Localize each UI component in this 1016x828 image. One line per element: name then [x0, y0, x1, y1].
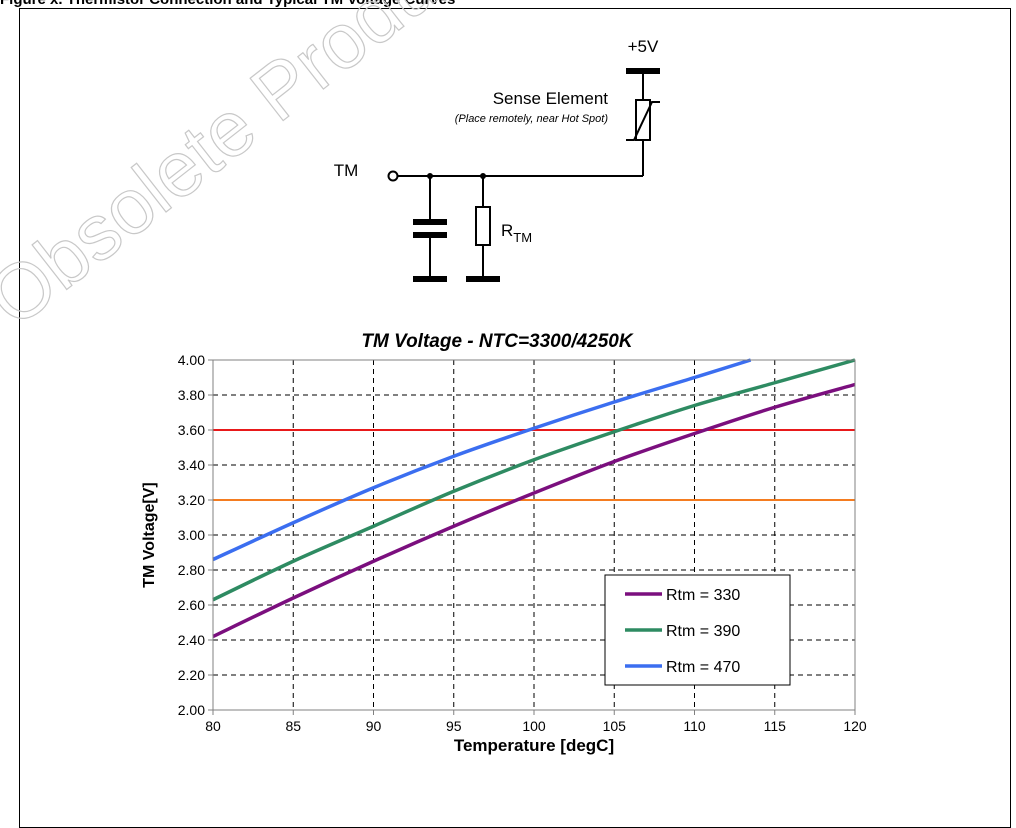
y-tick-label: 2.00	[178, 702, 205, 718]
legend-label: Rtm = 330	[666, 587, 740, 604]
series-line	[212, 382, 856, 639]
legend-label: Rtm = 390	[666, 623, 740, 640]
y-tick-label: 3.40	[178, 457, 205, 473]
x-tick-label: 85	[285, 718, 301, 734]
y-tick-label: 2.60	[178, 597, 205, 613]
x-tick-label: 95	[446, 718, 462, 734]
y-axis-label: TM Voltage[V]	[141, 482, 158, 587]
tm-pin-label: TM	[334, 161, 359, 180]
x-tick-label: 80	[205, 718, 221, 734]
y-tick-label: 2.20	[178, 667, 205, 683]
series-lines	[212, 358, 856, 639]
resistor-label: RTM	[501, 221, 532, 245]
y-tick-label: 3.20	[178, 492, 205, 508]
x-tick-label: 120	[843, 718, 867, 734]
capacitor-symbol	[413, 176, 447, 282]
chart-title: TM Voltage - NTC=3300/4250K	[361, 331, 633, 352]
y-tick-label: 2.80	[178, 562, 205, 578]
axis-ticks: 80 85 90 95 100 105 110 115 120 2.00 2.20 2.40 2.60 2…	[178, 352, 867, 734]
supply-rail	[626, 68, 660, 74]
thermistor-symbol	[626, 99, 660, 141]
x-axis-label: Temperature [degC]	[454, 736, 614, 755]
y-tick-label: 3.00	[178, 527, 205, 543]
figure-heading: Figure x. Thermistor Connection and Typi…	[0, 0, 1016, 8]
sense-element-note: (Place remotely, near Hot Spot)	[455, 113, 609, 125]
x-tick-label: 100	[522, 718, 546, 734]
y-tick-label: 2.40	[178, 632, 205, 648]
x-tick-label: 110	[683, 718, 706, 734]
y-tick-label: 4.00	[178, 352, 205, 368]
tm-pin-terminal	[387, 170, 399, 182]
x-tick-label: 105	[603, 718, 627, 734]
y-tick-label: 3.60	[178, 422, 205, 438]
x-tick-label: 115	[764, 718, 787, 734]
series-line	[212, 358, 752, 562]
x-tick-label: 90	[366, 718, 382, 734]
resistor-symbol	[466, 176, 500, 282]
sense-element-title: Sense Element	[493, 89, 609, 108]
plot-area-border	[212, 359, 856, 711]
supply-label: +5V	[628, 37, 659, 56]
y-tick-label: 3.80	[178, 387, 205, 403]
legend: Rtm = 330 Rtm = 390 Rtm = 470	[604, 574, 791, 686]
legend-label: Rtm = 470	[666, 659, 740, 676]
series-line	[212, 358, 856, 602]
